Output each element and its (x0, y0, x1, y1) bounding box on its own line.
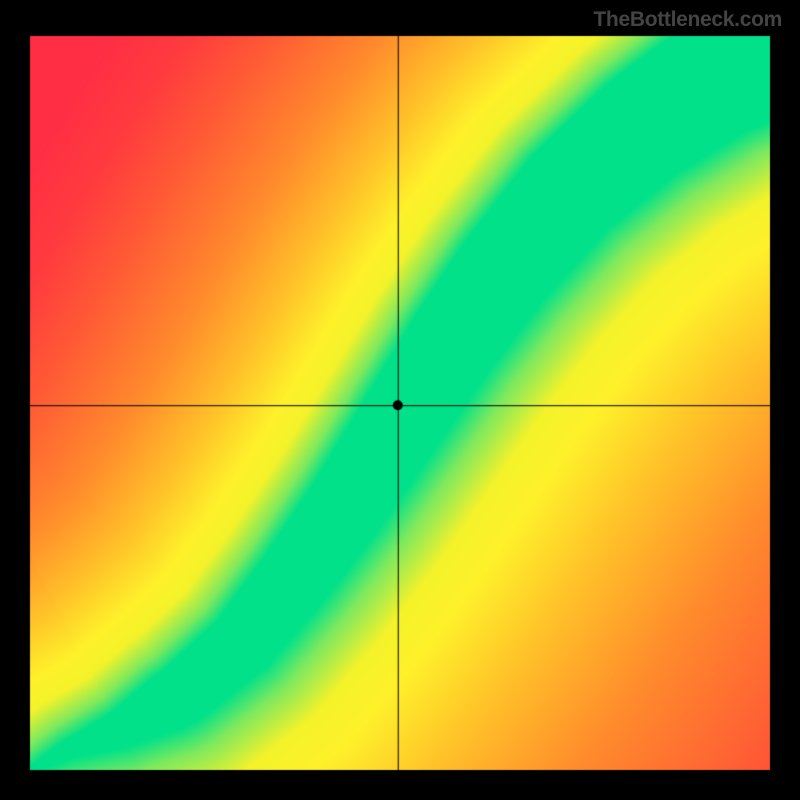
heatmap-canvas (0, 0, 800, 800)
watermark-text: TheBottleneck.com (593, 8, 782, 32)
chart-container: TheBottleneck.com (0, 0, 800, 800)
